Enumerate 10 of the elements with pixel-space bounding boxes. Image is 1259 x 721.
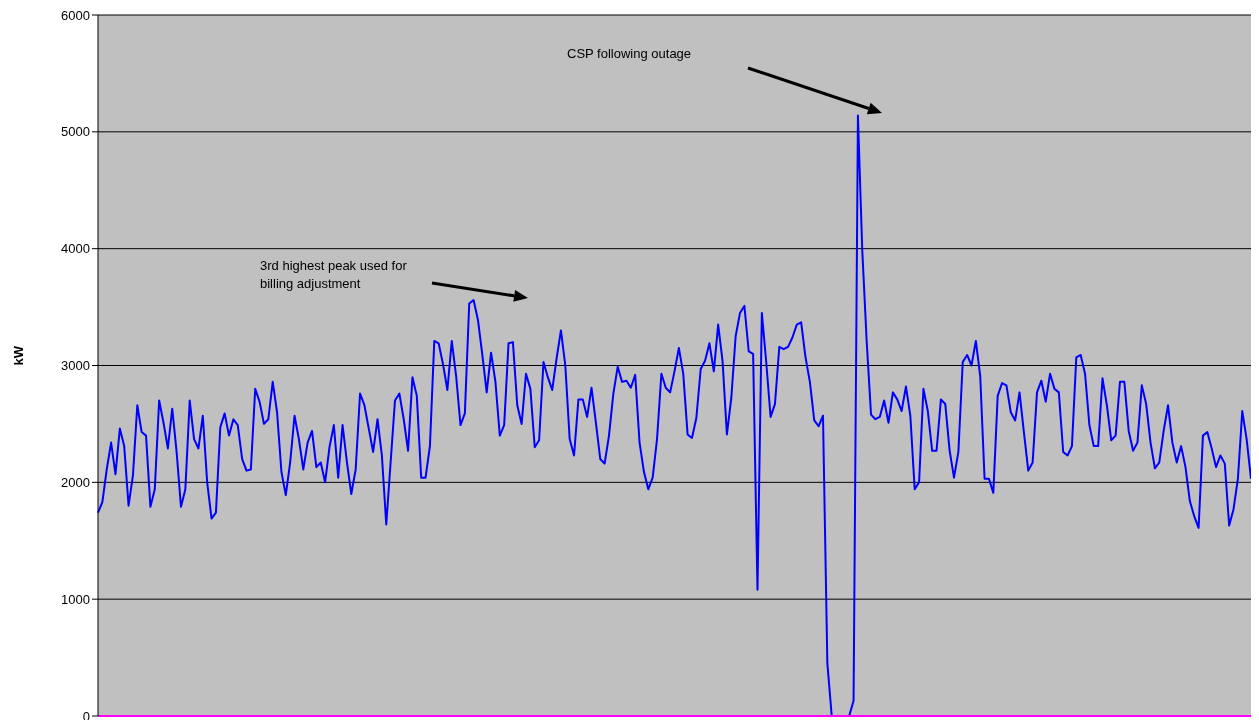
y-axis-title: kW bbox=[10, 345, 26, 366]
y-tick-label: 3000 bbox=[61, 358, 90, 374]
y-tick-label: 0 bbox=[82, 708, 90, 721]
y-tick-label: 5000 bbox=[61, 124, 90, 140]
y-tick-label: 4000 bbox=[61, 241, 90, 257]
annotation: CSP following outage bbox=[567, 46, 692, 61]
y-tick-label: 2000 bbox=[61, 474, 90, 490]
y-tick-label: 6000 bbox=[61, 7, 90, 23]
y-tick-label: 1000 bbox=[61, 591, 90, 607]
annotation: 3rd highest peak used for billing adjustment bbox=[260, 258, 408, 291]
